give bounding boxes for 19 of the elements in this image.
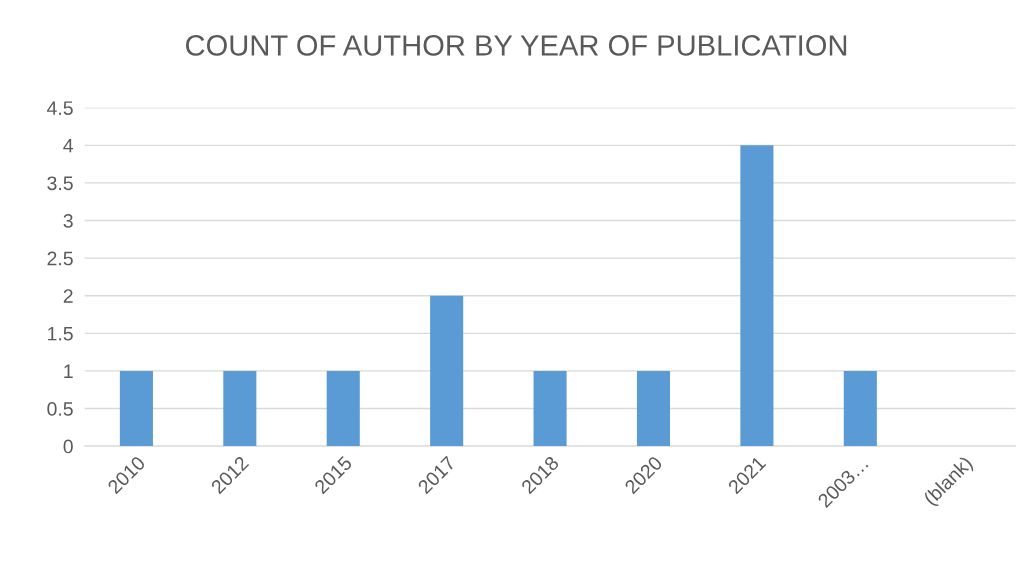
y-tick-label: 3	[63, 213, 73, 228]
y-tick-label: 0.5	[47, 401, 73, 416]
bar	[223, 370, 257, 447]
bar	[533, 370, 567, 447]
bar	[326, 370, 360, 447]
bar	[843, 370, 877, 447]
y-tick-label: 4	[63, 138, 74, 153]
y-tick-label: 0	[63, 439, 73, 454]
chart-title: COUNT OF AUTHOR BY YEAR OF PUBLICATION	[185, 35, 847, 56]
bar	[119, 370, 153, 447]
bar	[636, 370, 671, 447]
y-tick-label: 2	[63, 289, 73, 303]
y-tick-label: 2.5	[47, 251, 73, 266]
y-tick-label: 1	[64, 364, 73, 378]
y-tick-label: 3.5	[47, 176, 73, 191]
bar	[430, 295, 464, 447]
y-tick-label: 4.5	[47, 101, 73, 115]
y-tick-label: 1.5	[48, 326, 73, 341]
bar	[740, 145, 774, 447]
